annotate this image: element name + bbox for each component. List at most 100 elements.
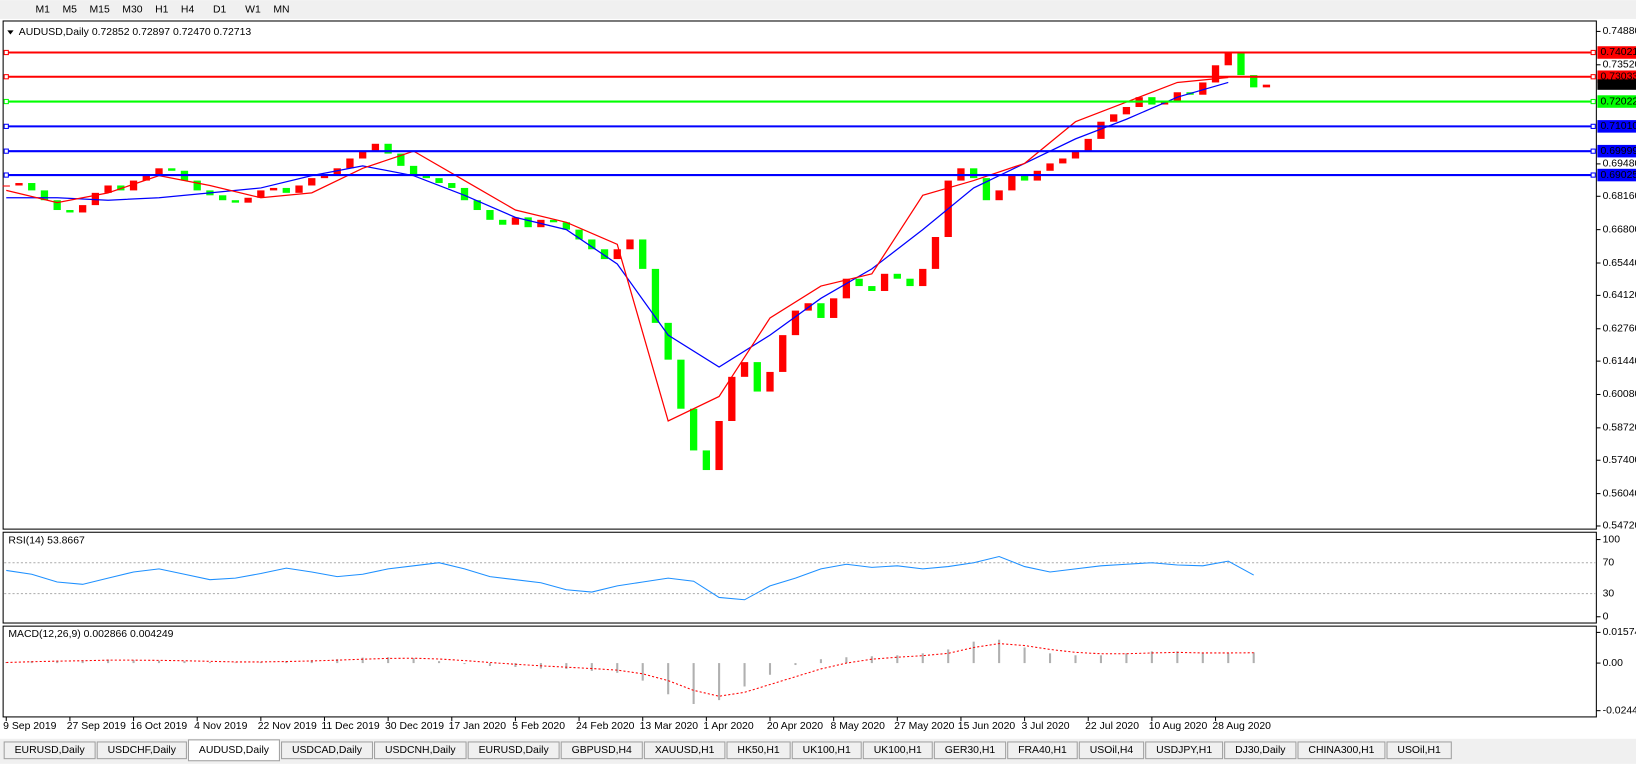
candle bbox=[1122, 106, 1131, 115]
candle bbox=[53, 200, 61, 211]
tab-label[interactable]: GER30,H1 bbox=[945, 745, 996, 756]
level-handle bbox=[3, 98, 9, 105]
toolbar bbox=[0, 0, 1636, 19]
candle bbox=[919, 268, 927, 287]
macd-tick-label: 0.00 bbox=[1603, 658, 1623, 669]
candle bbox=[193, 180, 201, 191]
tab[interactable] bbox=[1297, 741, 1386, 760]
macd-label: MACD(12,26,9) 0.002866 0.004249 bbox=[8, 629, 173, 640]
macd-tick-label: -0.02441 bbox=[1603, 705, 1636, 716]
tab-label[interactable]: EURUSD,Daily bbox=[15, 745, 86, 756]
tab[interactable] bbox=[1224, 741, 1297, 760]
candle bbox=[1237, 53, 1245, 76]
timeframe-button[interactable]: D1 bbox=[213, 4, 227, 15]
tab[interactable] bbox=[791, 741, 862, 760]
x-tick-label: 10 Aug 2020 bbox=[1149, 721, 1208, 732]
x-tick-label: 16 Oct 2019 bbox=[130, 721, 187, 732]
tab[interactable] bbox=[862, 741, 933, 760]
timeframe-button[interactable]: M30 bbox=[122, 4, 142, 15]
tab-label[interactable]: DJ30,Daily bbox=[1235, 745, 1286, 756]
tab[interactable] bbox=[374, 741, 467, 760]
tab[interactable] bbox=[1145, 741, 1224, 760]
tab-label[interactable]: USOil,H4 bbox=[1090, 745, 1134, 756]
candle bbox=[791, 310, 800, 336]
level-handle bbox=[1590, 49, 1596, 56]
timeframe-button[interactable]: M1 bbox=[35, 4, 50, 15]
x-tick-label: 3 Jul 2020 bbox=[1021, 721, 1069, 732]
tab-label[interactable]: FRA40,H1 bbox=[1018, 745, 1067, 756]
level-price-label: 0.71010 bbox=[1601, 121, 1636, 132]
level-price-label: 0.74021 bbox=[1601, 47, 1636, 58]
timeframe-button[interactable]: W1 bbox=[245, 4, 261, 15]
tab-label[interactable]: CHINA300,H1 bbox=[1308, 745, 1374, 756]
candle bbox=[651, 268, 660, 323]
level-handle bbox=[3, 148, 9, 154]
level-handle bbox=[1590, 123, 1596, 129]
level-handle bbox=[3, 49, 9, 56]
level-handle bbox=[3, 123, 9, 129]
tab[interactable] bbox=[96, 741, 187, 760]
tab[interactable] bbox=[1386, 741, 1452, 760]
candle bbox=[1097, 121, 1105, 139]
candle bbox=[626, 239, 634, 250]
candle bbox=[499, 219, 507, 225]
candle bbox=[460, 187, 469, 201]
tab-label[interactable]: XAUUSD,H1 bbox=[655, 745, 715, 756]
tab-label[interactable]: AUDUSD,Daily bbox=[199, 745, 270, 756]
level-price-label: 0.73033 bbox=[1601, 71, 1636, 82]
timeframe-button[interactable]: H4 bbox=[181, 4, 195, 15]
candle bbox=[728, 376, 736, 421]
tab[interactable] bbox=[933, 741, 1007, 760]
tab[interactable] bbox=[1007, 741, 1078, 760]
tab[interactable] bbox=[280, 741, 373, 760]
x-tick-label: 15 Jun 2020 bbox=[958, 721, 1016, 732]
timeframe-button[interactable]: M15 bbox=[89, 4, 109, 15]
candle bbox=[511, 217, 520, 225]
tab-label[interactable]: USOil,H1 bbox=[1397, 745, 1441, 756]
candle bbox=[155, 168, 163, 176]
x-tick-label: 1 Apr 2020 bbox=[703, 721, 754, 732]
candle bbox=[639, 239, 647, 269]
timeframe-button[interactable]: MN bbox=[273, 4, 289, 15]
x-tick-label: 11 Dec 2019 bbox=[321, 721, 380, 732]
tab-label[interactable]: UK100,H1 bbox=[803, 745, 851, 756]
tab-label[interactable]: GBPUSD,H4 bbox=[572, 745, 632, 756]
tab-label[interactable]: UK100,H1 bbox=[874, 745, 922, 756]
level-price-label: 0.69025 bbox=[1601, 170, 1636, 181]
candle bbox=[1059, 158, 1067, 164]
x-tick-label: 4 Nov 2019 bbox=[194, 721, 248, 732]
candle bbox=[702, 450, 711, 471]
tab[interactable] bbox=[643, 741, 726, 760]
level-price-box bbox=[1597, 46, 1636, 59]
level-handle bbox=[3, 172, 9, 178]
candle bbox=[855, 278, 863, 287]
tab-label[interactable]: USDJPY,H1 bbox=[1156, 745, 1212, 756]
timeframe-button[interactable]: M5 bbox=[62, 4, 77, 15]
candle bbox=[817, 303, 825, 318]
level-price-label: 0.69999 bbox=[1601, 146, 1636, 157]
tab[interactable] bbox=[3, 741, 96, 760]
tab-label[interactable]: USDCHF,Daily bbox=[108, 745, 177, 756]
tab[interactable] bbox=[560, 741, 643, 760]
tab-label[interactable]: HK50,H1 bbox=[737, 745, 779, 756]
candle bbox=[257, 190, 265, 198]
tab-label[interactable]: EURUSD,Daily bbox=[479, 745, 550, 756]
tab-label[interactable]: USDCAD,Daily bbox=[292, 745, 363, 756]
tab[interactable] bbox=[726, 741, 791, 760]
candle bbox=[1071, 151, 1080, 159]
x-tick-label: 27 May 2020 bbox=[894, 721, 954, 732]
tab[interactable] bbox=[1078, 741, 1145, 760]
candle bbox=[1250, 75, 1258, 88]
tab[interactable] bbox=[187, 739, 280, 762]
candle bbox=[15, 183, 23, 186]
tab-label[interactable]: USDCNH,Daily bbox=[385, 745, 456, 756]
x-tick-label: 30 Dec 2019 bbox=[385, 721, 444, 732]
candle bbox=[104, 185, 112, 193]
candle bbox=[486, 210, 494, 220]
timeframe-button[interactable]: H1 bbox=[155, 4, 169, 15]
tab[interactable] bbox=[467, 741, 560, 760]
